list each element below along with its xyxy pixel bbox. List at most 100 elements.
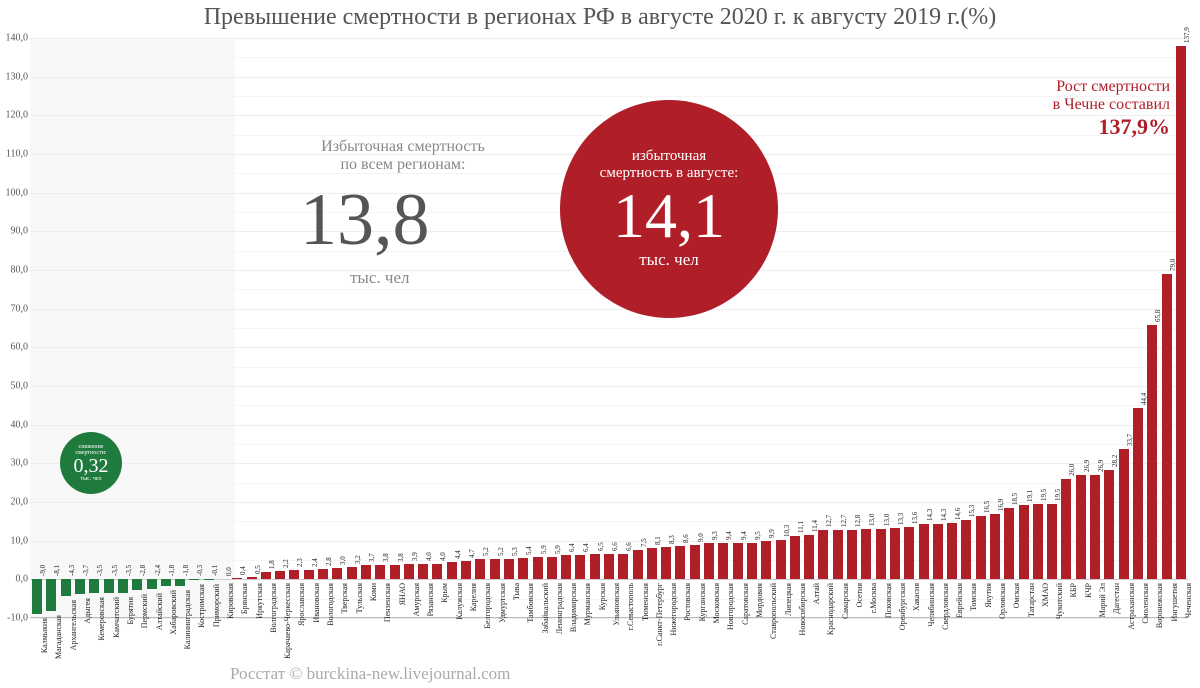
value-label: 9,5	[754, 531, 762, 540]
y-tick-label: 120,0	[6, 110, 29, 121]
bar	[575, 555, 585, 580]
y-tick-label: 0,0	[16, 574, 29, 585]
value-label: 12,8	[854, 515, 862, 527]
value-label: 5,2	[497, 547, 505, 556]
bar	[618, 554, 628, 580]
value-label: -1,8	[168, 565, 176, 576]
region-label: Якутия	[984, 583, 993, 608]
region-label: Оренбургская	[898, 583, 907, 630]
region-label: Пензенская	[383, 583, 392, 622]
bar	[32, 579, 42, 614]
bar	[461, 561, 471, 579]
region-label: Липецкая	[784, 583, 793, 616]
bar	[1176, 46, 1186, 579]
bar	[647, 548, 657, 579]
bar	[261, 572, 271, 579]
bar	[804, 535, 814, 579]
region-label: Дагестан	[1112, 583, 1121, 614]
region-label: Воронежская	[1155, 583, 1164, 628]
value-label: 5,4	[525, 547, 533, 556]
y-tick-label: 130,0	[6, 71, 29, 82]
value-label: 1,8	[268, 561, 276, 570]
region-label: КБР	[1069, 583, 1078, 597]
y-tick-label: 50,0	[11, 381, 29, 392]
region-label: Рязанская	[426, 583, 435, 616]
region-label: Псковская	[884, 583, 893, 618]
y-tick-label: 60,0	[11, 342, 29, 353]
bar	[189, 579, 199, 580]
region-label: Карачаево-Черкесская	[283, 583, 292, 659]
bar	[733, 543, 743, 579]
bar	[118, 579, 128, 593]
grey-unit: тыс. чел	[350, 268, 409, 288]
chart-title: Превышение смертности в регионах РФ в ав…	[0, 4, 1200, 31]
value-label: -4,3	[68, 565, 76, 576]
bar	[404, 564, 414, 579]
value-label: 6,4	[582, 543, 590, 552]
green-value: 0,32	[74, 456, 109, 476]
region-label: Ярославская	[297, 583, 306, 626]
bar	[1076, 475, 1086, 579]
value-label: 9,9	[768, 529, 776, 538]
region-label: Пермский	[140, 594, 149, 628]
value-label: -0,3	[196, 565, 204, 576]
value-label: -2,8	[139, 565, 147, 576]
value-label: 5,9	[554, 545, 562, 554]
gridline	[30, 444, 1188, 445]
gridline	[30, 309, 1188, 310]
bar	[1119, 449, 1129, 579]
region-label: Волгоградская	[269, 583, 278, 633]
gridline	[30, 347, 1188, 348]
region-label: Калининградская	[183, 590, 192, 649]
region-label: г.Санкт-Петербург	[655, 583, 664, 646]
y-tick-label: 80,0	[11, 265, 29, 276]
gridline	[30, 328, 1188, 329]
region-label: г.Севастополь	[626, 583, 635, 630]
region-label: Мурманская	[583, 583, 592, 625]
region-label: Саратовская	[741, 583, 750, 625]
bar	[75, 579, 85, 593]
bar	[675, 546, 685, 579]
value-label: -3,5	[111, 565, 119, 576]
value-label: 26,0	[1068, 464, 1076, 476]
bar	[447, 562, 457, 579]
red-caption-l1: избыточная	[632, 148, 706, 165]
region-label: Ростовская	[683, 583, 692, 621]
region-label: Архангельская	[69, 600, 78, 650]
region-label: Чеченская	[1184, 583, 1193, 618]
region-label: Забайкальский	[541, 583, 550, 634]
bar	[1133, 408, 1143, 580]
region-label: Хабаровский	[169, 590, 178, 635]
bar	[1004, 508, 1014, 580]
region-label: Иркутская	[255, 583, 264, 619]
region-label: Калмыкия	[40, 618, 49, 653]
y-tick-label: 20,0	[11, 497, 29, 508]
green-unit: тыс. чел	[81, 476, 102, 482]
value-label: 3,8	[397, 553, 405, 562]
region-label: Белгородская	[483, 583, 492, 629]
region-label: Краснодарский	[826, 583, 835, 635]
source-label: Росстат © burckina-new.livejournal.com	[230, 664, 510, 684]
grey-value: 13,8	[300, 178, 430, 263]
y-tick-label: 10,0	[11, 535, 29, 546]
region-label: Камчатский	[112, 597, 121, 638]
value-label: -3,7	[82, 565, 90, 576]
region-label: Омская	[1012, 583, 1021, 608]
value-label: 8,6	[682, 534, 690, 543]
gridline	[30, 521, 1188, 522]
y-tick-label: 90,0	[11, 226, 29, 237]
value-label: 5,3	[511, 547, 519, 556]
bar	[418, 564, 428, 579]
bar	[790, 536, 800, 579]
value-label: 7,5	[640, 539, 648, 548]
value-label: 13,6	[911, 511, 919, 523]
value-label: 2,3	[296, 559, 304, 568]
region-label: Смоленская	[1141, 583, 1150, 624]
value-label: 5,2	[482, 547, 490, 556]
region-label: Ингушетия	[1170, 583, 1179, 622]
region-label: Курская	[598, 583, 607, 610]
value-label: 3,2	[354, 555, 362, 564]
region-label: Бурятия	[126, 597, 135, 625]
bar	[861, 529, 871, 579]
region-label: Алтайский	[155, 593, 164, 630]
